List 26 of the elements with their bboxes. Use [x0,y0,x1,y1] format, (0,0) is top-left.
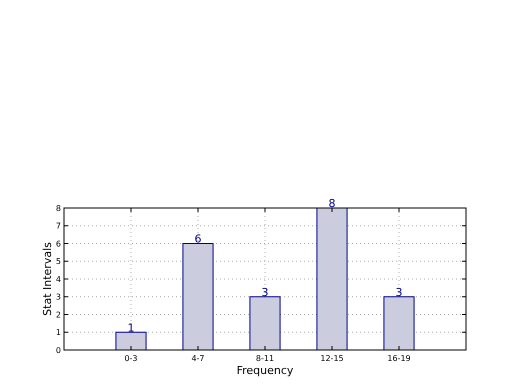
y-tick-label: 5 [56,257,61,266]
x-tick-label: 16-19 [387,354,411,363]
bar [383,296,415,350]
data-label: 3 [262,286,268,299]
x-tick-label: 0-3 [124,354,138,363]
x-axis-title: Frequency [236,364,294,377]
bar [249,296,281,350]
bar [115,332,147,350]
y-tick-label: 1 [56,328,61,338]
x-tick-label: 12-15 [320,354,344,363]
bar [316,208,348,350]
x-tick-label: 8-11 [256,354,274,363]
bar [182,243,214,350]
y-tick-label: 4 [56,274,61,284]
y-tick-label: 2 [56,310,61,320]
x-tick-label: 4-7 [191,354,205,363]
y-axis-title: Stat Intervals [41,242,54,316]
y-tick-label: 3 [56,292,61,302]
y-tick-label: 6 [56,239,61,248]
data-label: 6 [194,232,202,246]
y-tick-label: 8 [56,204,61,213]
y-tick-label: 0 [56,346,61,355]
y-tick-label: 7 [56,222,61,231]
data-label: 3 [396,286,402,299]
data-label: 1 [128,321,134,334]
data-label: 8 [328,197,336,210]
